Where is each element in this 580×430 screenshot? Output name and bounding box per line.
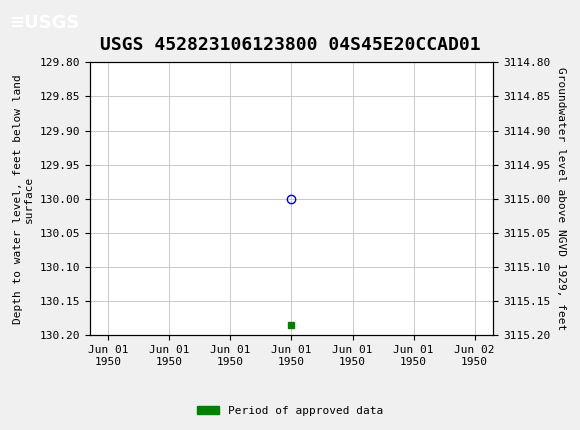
Y-axis label: Depth to water level, feet below land
surface: Depth to water level, feet below land su…	[13, 74, 34, 324]
Legend: Period of approved data: Period of approved data	[193, 401, 387, 420]
Text: ≡USGS: ≡USGS	[9, 14, 79, 31]
Y-axis label: Groundwater level above NGVD 1929, feet: Groundwater level above NGVD 1929, feet	[556, 67, 566, 331]
Text: USGS 452823106123800 04S45E20CCAD01: USGS 452823106123800 04S45E20CCAD01	[100, 36, 480, 54]
